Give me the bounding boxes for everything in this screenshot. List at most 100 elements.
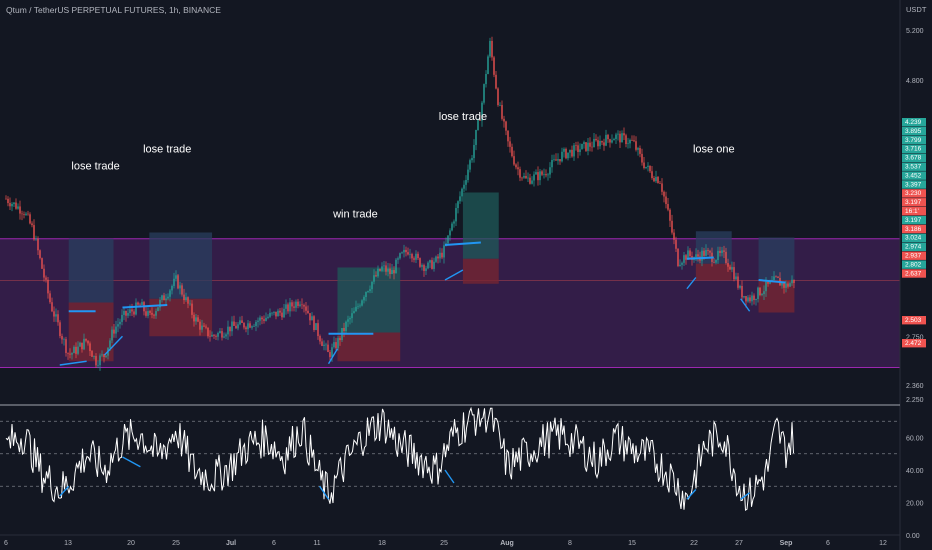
candle-body: [297, 301, 299, 306]
candle-body: [651, 171, 653, 179]
candle-body: [255, 321, 257, 326]
candle-body: [661, 183, 663, 192]
candle-body: [417, 253, 419, 259]
candle-body: [59, 322, 61, 337]
price-label-box: [902, 126, 926, 136]
candle-body: [231, 321, 233, 332]
annotation-label: win trade: [332, 209, 378, 221]
candle-body: [69, 353, 71, 355]
candle-body: [541, 171, 543, 175]
divergence-line: [59, 360, 87, 366]
candle-body: [169, 290, 171, 297]
candle-body: [271, 312, 273, 314]
candle-body: [103, 354, 105, 357]
divergence-line: [444, 269, 464, 281]
candle-body: [263, 319, 265, 321]
candle-body: [95, 356, 97, 366]
price-label-box: [902, 207, 926, 216]
candle-body: [405, 249, 407, 253]
candle-body: [429, 260, 431, 263]
trade-box-target: [462, 192, 499, 259]
candle-body: [557, 159, 559, 161]
candle-body: [177, 275, 179, 289]
candle-body: [167, 296, 169, 299]
x-tick-label: 25: [440, 540, 448, 547]
candle-body: [99, 355, 101, 366]
candle-body: [501, 105, 503, 119]
candle-body: [749, 297, 751, 302]
price-tick-label: 2.750: [906, 334, 924, 341]
divergence-line: [686, 277, 697, 290]
candle-body: [459, 196, 461, 202]
price-label: 3.895: [905, 128, 922, 135]
candle-body: [573, 145, 575, 157]
candle-body: [481, 102, 483, 121]
price-label: 3.197: [905, 199, 922, 206]
price-label: 3.799: [905, 137, 922, 144]
candle-body: [755, 298, 757, 301]
candle-body: [233, 321, 235, 326]
rsi-divergence-line: [740, 492, 751, 500]
rsi-tick-label: 60.00: [906, 436, 924, 443]
candle-body: [607, 134, 609, 140]
candle-body: [427, 262, 429, 269]
candle-body: [659, 183, 661, 184]
candle-body: [389, 268, 391, 275]
candle-body: [211, 334, 213, 337]
candle-body: [353, 311, 355, 314]
candle-body: [119, 321, 121, 325]
candle-body: [309, 313, 311, 321]
candle-body: [219, 331, 221, 333]
candle-body: [291, 302, 293, 307]
candle-body: [639, 148, 641, 154]
candle-body: [367, 291, 369, 293]
candle-body: [191, 303, 193, 315]
candle-body: [13, 202, 15, 204]
candle-body: [261, 317, 263, 320]
candle-body: [513, 156, 515, 165]
candle-body: [81, 342, 83, 350]
annotation-label: lose one: [693, 144, 735, 156]
candle-body: [29, 214, 31, 224]
candle-body: [153, 314, 155, 316]
price-label: 3.678: [905, 155, 922, 162]
candle-body: [723, 250, 725, 252]
candle-body: [345, 321, 347, 331]
candle-body: [57, 314, 59, 323]
candle-body: [351, 313, 353, 319]
candle-body: [425, 268, 427, 271]
candle-body: [431, 260, 433, 269]
candle-body: [187, 297, 189, 304]
candle-body: [365, 292, 367, 298]
candle-body: [155, 311, 157, 316]
candle-body: [701, 250, 703, 261]
price-label-box: [902, 198, 926, 207]
candle-body: [709, 250, 711, 253]
candle-body: [149, 311, 151, 313]
candle-body: [759, 287, 761, 296]
candle-body: [745, 296, 747, 302]
x-tick-label: 12: [879, 540, 887, 547]
candle-body: [131, 309, 133, 312]
candle-body: [585, 142, 587, 151]
price-label: 2.503: [905, 317, 922, 324]
candle-body: [391, 270, 393, 275]
candle-body: [239, 320, 241, 325]
candle-body: [559, 159, 561, 162]
candle-body: [423, 265, 425, 271]
price-label-box: [902, 233, 926, 243]
candle-body: [227, 326, 229, 335]
trade-box-stop: [149, 298, 213, 337]
candle-body: [357, 306, 359, 307]
x-tick-label: 25: [172, 540, 180, 547]
candle-body: [113, 329, 115, 334]
candle-body: [21, 213, 23, 215]
candle-body: [647, 165, 649, 167]
candle-body: [221, 331, 223, 338]
candle-body: [393, 270, 395, 274]
price-label: 3.537: [905, 164, 922, 171]
candle-body: [707, 250, 709, 251]
candle-body: [657, 176, 659, 184]
x-tick-label: 8: [568, 540, 572, 547]
